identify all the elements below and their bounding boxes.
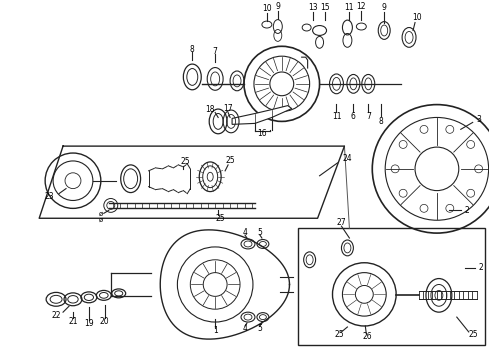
Text: 7: 7 [366, 112, 371, 121]
Polygon shape [163, 166, 169, 192]
Text: 4: 4 [243, 228, 247, 237]
Text: 13: 13 [308, 3, 318, 12]
Text: 16: 16 [257, 129, 267, 138]
Text: 6: 6 [351, 112, 356, 121]
Text: 12: 12 [357, 2, 366, 11]
Text: 8: 8 [190, 45, 195, 54]
Text: 4: 4 [243, 324, 247, 333]
Text: 10: 10 [412, 13, 422, 22]
Text: 15: 15 [320, 3, 329, 12]
Text: 22: 22 [51, 311, 61, 320]
Text: 7: 7 [213, 47, 218, 56]
Text: 25: 25 [225, 157, 235, 166]
Text: 2: 2 [478, 263, 483, 272]
Polygon shape [178, 165, 183, 193]
Text: 2: 2 [465, 206, 469, 215]
Bar [298, 228, 485, 345]
Text: 24: 24 [343, 154, 352, 163]
Polygon shape [155, 168, 163, 190]
Text: ø: ø [98, 210, 103, 216]
Text: 1: 1 [213, 327, 218, 336]
Text: 25: 25 [335, 330, 344, 339]
Text: 18: 18 [205, 105, 215, 114]
Text: 23: 23 [44, 192, 54, 201]
Text: 25: 25 [469, 330, 479, 339]
Polygon shape [173, 165, 178, 193]
Text: 5: 5 [257, 228, 262, 237]
Text: 21: 21 [68, 316, 78, 325]
Text: 11: 11 [332, 112, 341, 121]
Text: 25: 25 [180, 157, 190, 166]
Text: 5: 5 [257, 324, 262, 333]
Polygon shape [148, 168, 155, 190]
Text: 11: 11 [344, 3, 354, 12]
Text: 27: 27 [337, 218, 346, 227]
Text: 20: 20 [100, 316, 110, 325]
Polygon shape [183, 164, 187, 194]
Text: 25: 25 [215, 214, 225, 223]
Text: 26: 26 [363, 332, 372, 341]
Text: 9: 9 [382, 3, 387, 12]
Text: 19: 19 [84, 319, 94, 328]
Polygon shape [232, 105, 292, 124]
Text: 3: 3 [476, 115, 481, 124]
Text: 8: 8 [379, 117, 384, 126]
Text: 10: 10 [262, 4, 271, 13]
Text: ø: ø [98, 217, 103, 223]
Polygon shape [187, 164, 190, 194]
Text: 9: 9 [275, 2, 280, 11]
Polygon shape [169, 166, 173, 192]
Text: 17: 17 [223, 104, 233, 113]
